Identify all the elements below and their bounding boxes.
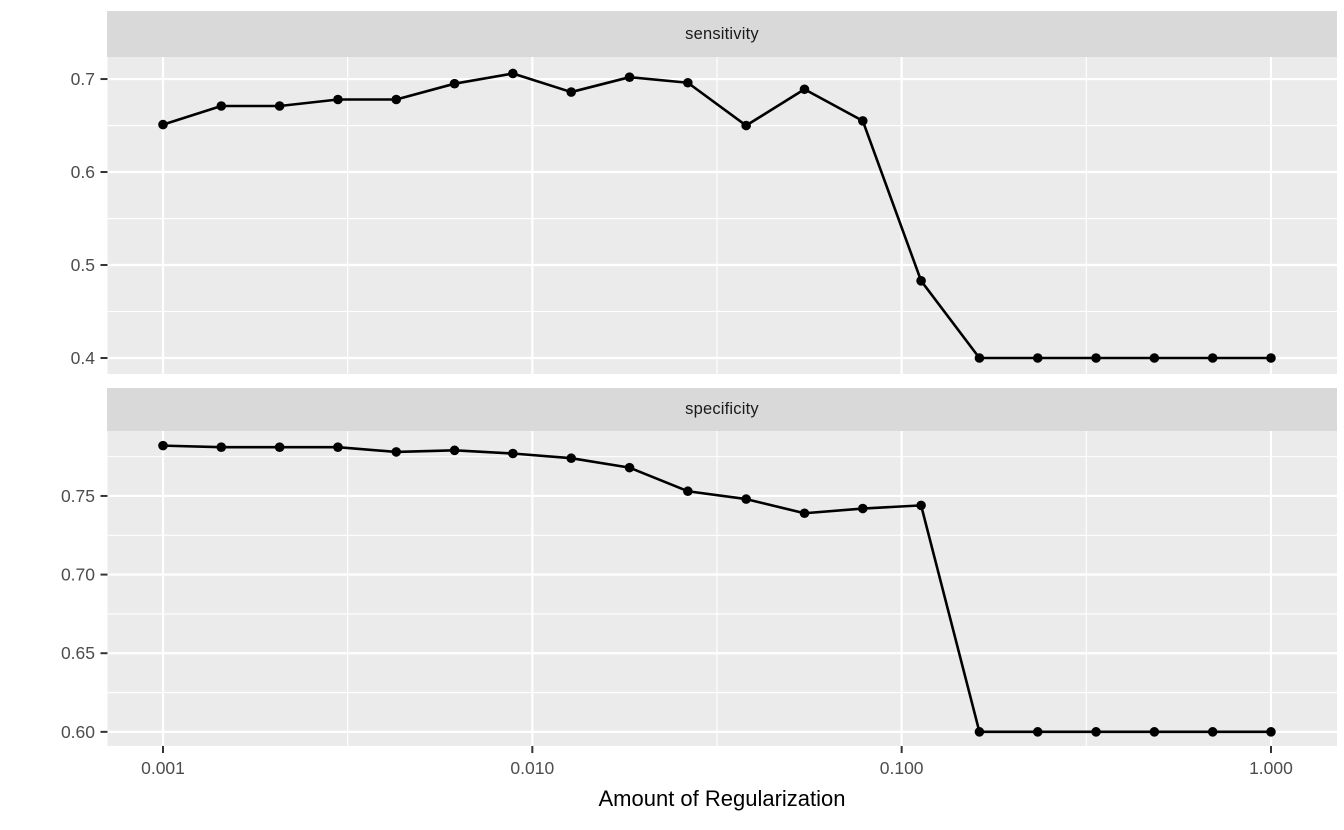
data-point	[449, 445, 460, 456]
y-tick-label: 0.6	[71, 162, 95, 182]
data-point	[741, 120, 751, 131]
data-point	[916, 500, 926, 511]
y-tick-label: 0.7	[71, 69, 95, 89]
data-point	[216, 101, 227, 111]
data-point	[741, 494, 751, 504]
data-point	[158, 440, 168, 451]
data-point	[974, 727, 985, 737]
data-point	[158, 119, 168, 130]
data-point	[508, 68, 518, 79]
specificity-line	[162, 444, 1271, 734]
data-point	[624, 462, 635, 473]
facet-strip-specificity: specificity	[107, 388, 1337, 431]
data-point	[1266, 353, 1276, 363]
x-axis-title: Amount of Regularization	[598, 786, 846, 811]
data-point	[916, 276, 926, 286]
data-point	[566, 453, 577, 464]
x-tick-label: 0.001	[141, 758, 185, 778]
data-point	[974, 353, 985, 363]
y-tick-label: 0.5	[71, 255, 95, 275]
data-point	[333, 442, 343, 452]
data-point	[1032, 353, 1043, 363]
y-tick-label: 0.75	[61, 486, 95, 506]
data-point	[857, 116, 868, 126]
y-tick-label: 0.4	[71, 348, 96, 368]
sensitivity-line	[162, 72, 1271, 360]
panel-background	[107, 57, 1337, 374]
data-point	[449, 78, 460, 89]
data-point	[216, 442, 227, 452]
data-point	[566, 87, 577, 97]
data-point	[1207, 727, 1218, 737]
data-point	[1032, 727, 1043, 737]
x-tick-label: 1.000	[1249, 758, 1293, 778]
data-point	[1091, 727, 1101, 737]
data-point	[683, 486, 693, 497]
data-point	[274, 101, 285, 111]
data-point	[1266, 727, 1276, 737]
data-point	[1207, 353, 1218, 363]
x-tick-label: 0.100	[880, 758, 924, 778]
data-point	[274, 442, 285, 452]
data-point	[1091, 353, 1101, 363]
data-point	[857, 503, 868, 514]
y-tick-label: 0.70	[61, 565, 95, 585]
data-point	[1149, 727, 1160, 737]
facet-strip-label: sensitivity	[685, 24, 759, 43]
data-point	[799, 84, 810, 95]
y-tick-label: 0.65	[61, 643, 95, 663]
facet-strip-label: specificity	[685, 400, 759, 418]
facet-strip-sensitivity: sensitivity	[107, 11, 1337, 57]
data-point	[1149, 353, 1160, 363]
data-point	[624, 72, 635, 82]
y-tick-label: 0.60	[61, 722, 95, 742]
data-point	[683, 77, 693, 88]
data-point	[391, 447, 402, 457]
data-point	[391, 94, 402, 105]
panel-background	[107, 431, 1337, 746]
data-point	[333, 94, 343, 105]
x-tick-label: 0.010	[510, 758, 554, 778]
data-point	[799, 508, 810, 519]
data-point	[508, 448, 518, 459]
